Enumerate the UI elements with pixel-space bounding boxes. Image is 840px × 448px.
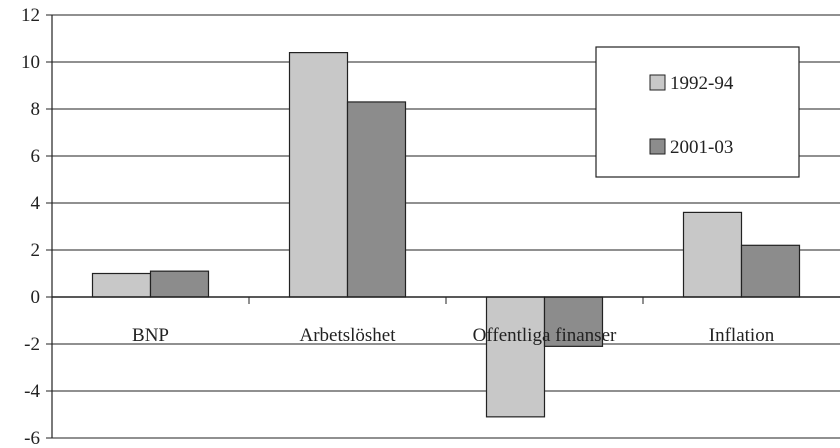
- category-label: BNP: [132, 325, 169, 346]
- legend-swatch: [650, 75, 665, 90]
- category-label: Inflation: [709, 325, 775, 346]
- category-labels: BNP Arbetslöshet Offentliga finanser Inflat…: [132, 325, 775, 346]
- y-tick-label: 2: [31, 240, 41, 261]
- legend-label: 1992-94: [670, 73, 734, 94]
- bar-series-1: [684, 212, 742, 297]
- legend-swatch: [650, 139, 665, 154]
- bar-series-2: [151, 271, 209, 297]
- category-label: Arbetslöshet: [299, 325, 396, 346]
- y-tick-label: -6: [24, 428, 40, 448]
- bar-series-1: [487, 297, 545, 417]
- y-tick-label: -2: [24, 334, 40, 355]
- category-label: Offentliga finanser: [473, 325, 617, 346]
- y-axis-ticks: 12 10 8 6 4 2 0 -2 -4 -6: [21, 5, 52, 448]
- legend: 1992-94 2001-03: [596, 47, 799, 177]
- bar-series-1: [93, 274, 151, 298]
- legend-label: 2001-03: [670, 137, 733, 158]
- bar-series-2: [742, 245, 800, 297]
- y-tick-label: 0: [31, 287, 41, 308]
- y-tick-label: 10: [21, 52, 40, 73]
- bar-series-2: [348, 102, 406, 297]
- y-tick-label: 8: [31, 99, 41, 120]
- y-tick-label: 12: [21, 5, 40, 26]
- bar-series-1: [290, 53, 348, 297]
- y-tick-label: -4: [24, 381, 40, 402]
- y-tick-label: 4: [31, 193, 41, 214]
- y-tick-label: 6: [31, 146, 41, 167]
